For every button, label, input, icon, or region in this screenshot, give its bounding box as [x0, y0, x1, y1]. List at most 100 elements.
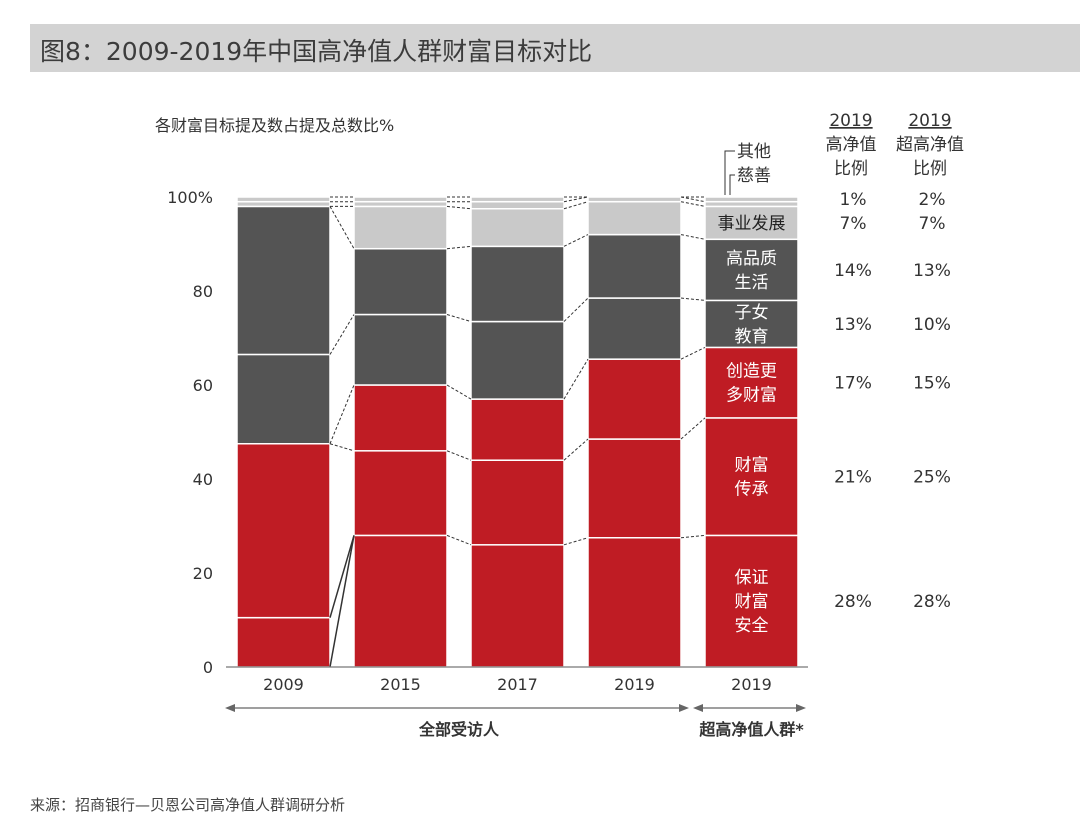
bar-segment-label: 高品质生活	[726, 249, 777, 293]
page-title: 图8：2009-2019年中国高净值人群财富目标对比	[40, 37, 593, 66]
y-tick-label: 100%	[167, 188, 213, 207]
bar-segment	[236, 196, 331, 203]
bar-segment	[587, 233, 682, 299]
bar-segment	[704, 196, 799, 203]
arrow-head-icon	[679, 704, 689, 712]
connector-line	[329, 384, 355, 444]
bar-segment	[470, 459, 565, 546]
table-cell: 15%	[913, 374, 951, 394]
connector-line	[563, 438, 589, 461]
x-tick-label: 2019	[614, 675, 655, 694]
table-cell: 7%	[840, 214, 867, 234]
y-tick-label: 60	[193, 376, 213, 395]
stacked-bar-chart: 各财富目标提及数占提及总数比% 0 20 40 60 80 100% 2009 2015 2017…	[155, 111, 964, 739]
connector-line	[329, 314, 355, 355]
bar-segment	[236, 205, 331, 356]
table-cell: 25%	[913, 468, 951, 488]
bar-segment	[470, 196, 565, 203]
connector-line	[446, 534, 472, 546]
bar-segment	[470, 320, 565, 400]
connector-line	[563, 297, 589, 322]
connector-line	[446, 205, 472, 210]
table-cell: 17%	[834, 374, 872, 394]
table-header-year: 2019	[829, 111, 872, 131]
bar-segment	[587, 200, 682, 236]
callout-line	[729, 174, 735, 195]
bar-segment	[353, 196, 448, 203]
table-header-label: 比例	[913, 159, 947, 179]
bar-segment	[353, 247, 448, 316]
y-tick-label: 80	[193, 282, 213, 301]
bar-segment	[236, 443, 331, 619]
bar-segment	[353, 384, 448, 452]
bar-segment-label: 事业发展	[718, 214, 786, 234]
bar-segment	[587, 537, 682, 668]
connector-line	[563, 234, 589, 247]
bar-segment	[353, 205, 448, 250]
connector-line	[680, 417, 706, 440]
bar-segment	[587, 297, 682, 360]
table-cell: 2%	[919, 190, 946, 210]
bar-segment	[587, 196, 682, 203]
bar-segment	[353, 450, 448, 537]
table-cell: 13%	[913, 261, 951, 281]
callout-label: 其他	[737, 142, 771, 162]
table-cell: 7%	[919, 214, 946, 234]
bar-segment	[470, 544, 565, 668]
x-tick-label: 2017	[497, 675, 538, 694]
source-note: 来源：招商银行—贝恩公司高净值人群调研分析	[30, 796, 346, 814]
connector-line	[563, 537, 589, 546]
bar-segment	[587, 358, 682, 440]
connector-line	[680, 196, 706, 203]
bar-segment-label: 创造更多财富	[726, 362, 777, 406]
table-cell: 14%	[834, 261, 872, 281]
connector-line	[563, 201, 589, 210]
table-cell: 21%	[834, 468, 872, 488]
group-label: 超高净值人群*	[698, 720, 804, 739]
bar-segment	[353, 534, 448, 668]
y-tick-label: 0	[203, 658, 213, 677]
bar-segment	[704, 346, 799, 419]
y-tick-label: 40	[193, 470, 213, 489]
connector-line	[446, 450, 472, 461]
connector-line	[329, 535, 355, 668]
arrow-head-icon	[693, 704, 703, 712]
connector-line	[680, 297, 706, 301]
arrow-head-icon	[796, 704, 806, 712]
bar-segment-label: 财富传承	[735, 456, 769, 500]
bar-segment-label: 保证财富安全	[735, 568, 769, 636]
connector-line	[329, 443, 355, 452]
table-header-year: 2019	[908, 111, 951, 131]
bar-segment	[470, 245, 565, 323]
table-header-label: 比例	[834, 159, 868, 179]
connector-line	[680, 346, 706, 360]
callout-line	[724, 150, 735, 195]
table-cell: 28%	[834, 592, 872, 612]
bar-segment	[587, 438, 682, 539]
title-bar: 图8：2009-2019年中国高净值人群财富目标对比	[30, 24, 1080, 72]
connector-line	[446, 314, 472, 323]
connector-line	[563, 358, 589, 400]
table-header-label: 超高净值	[896, 135, 964, 155]
connector-line	[446, 384, 472, 400]
bar-segment	[470, 200, 565, 210]
table-cell: 13%	[834, 315, 872, 335]
bar-segment	[470, 208, 565, 248]
connector-line	[680, 534, 706, 539]
y-tick-label: 20	[193, 564, 213, 583]
group-label: 全部受访人	[418, 720, 500, 739]
callout-label: 慈善	[737, 166, 771, 186]
table-cell: 1%	[840, 190, 867, 210]
bar-segment	[704, 417, 799, 537]
table-cell: 28%	[913, 592, 951, 612]
bar-segment	[353, 313, 448, 386]
connector-line	[329, 206, 355, 249]
bar-segment	[470, 398, 565, 461]
table-header-label: 高净值	[826, 135, 877, 155]
x-tick-label: 2019	[731, 675, 772, 694]
bar-segment	[236, 353, 331, 445]
x-tick-label: 2015	[380, 675, 421, 694]
y-axis-label: 各财富目标提及数占提及总数比%	[155, 116, 394, 135]
connector-line	[563, 196, 589, 203]
arrow-head-icon	[225, 704, 235, 712]
